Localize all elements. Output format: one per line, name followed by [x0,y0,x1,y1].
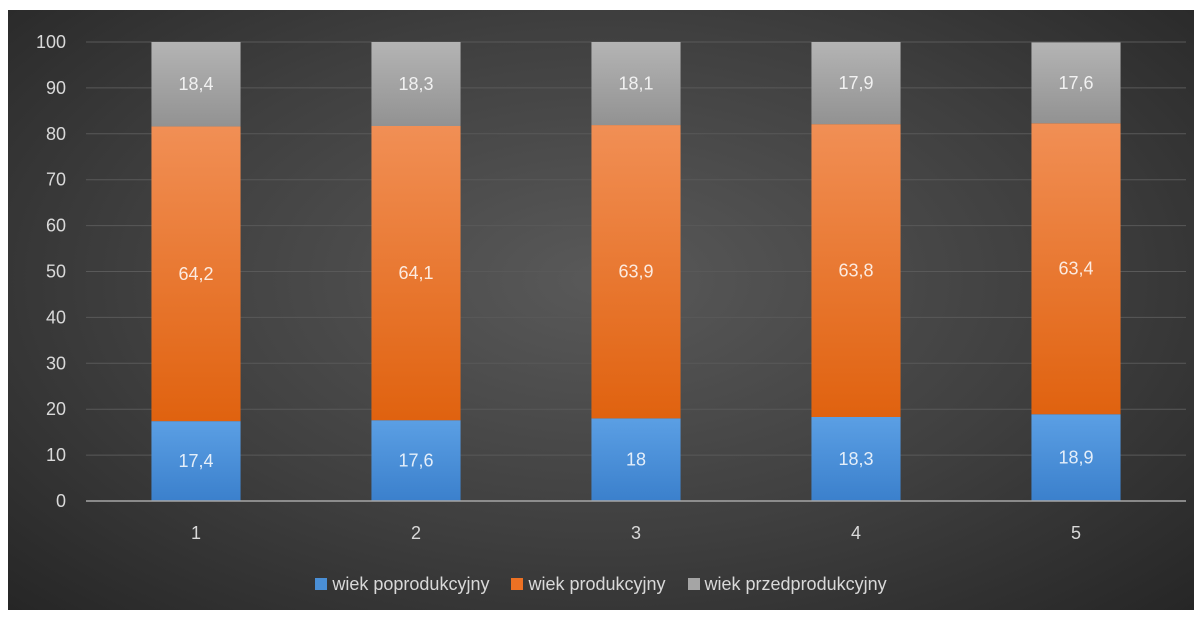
legend: wiek poprodukcyjny wiek produkcyjny wiek p… [8,572,1194,596]
legend-item: wiek poprodukcyjny [315,574,489,595]
y-tick-label: 0 [56,491,66,511]
bar-segment [1031,42,1121,124]
data-label: 64,2 [178,264,213,284]
data-label: 18,4 [178,74,213,94]
y-tick-label: 20 [46,399,66,419]
chart-area: 0 10 20 30 40 50 60 70 80 90 100 1 2 3 4 5 17,4 64,2 18,4… [8,10,1194,610]
data-label: 64,1 [398,263,433,283]
bar-segment [1031,414,1121,501]
y-tick-label: 50 [46,262,66,282]
legend-swatch [511,578,524,590]
data-label: 17,6 [1058,73,1093,93]
data-label: 18,3 [398,74,433,94]
bar-segment [811,417,901,501]
data-label: 63,4 [1058,259,1093,279]
data-label: 18,9 [1058,448,1093,468]
bar-segment [591,418,681,501]
bar-segment [371,42,461,126]
x-tick-label: 5 [1071,523,1081,543]
x-tick-label: 2 [411,523,421,543]
y-tick-label: 100 [36,32,66,52]
y-tick-label: 70 [46,170,66,190]
data-label: 17,9 [838,73,873,93]
legend-label: wiek poprodukcyjny [332,573,490,594]
bar-segment [151,42,241,127]
data-label: 18,1 [618,74,653,94]
y-tick-label: 90 [46,78,66,98]
y-tick-label: 10 [46,445,66,465]
bar-segment [1031,123,1121,415]
data-label: 18 [626,450,646,470]
data-label: 17,4 [178,451,213,471]
bar-segment [151,126,241,422]
y-tick-label: 30 [46,353,66,373]
data-label: 63,9 [618,262,653,282]
y-tick-label: 80 [46,124,66,144]
y-tick-label: 40 [46,307,66,327]
bar-segment [371,420,461,501]
x-tick-label: 3 [631,523,641,543]
bar-segment [591,42,681,126]
data-label: 18,3 [838,449,873,469]
x-tick-label: 1 [191,523,201,543]
legend-label: wiek produkcyjny [528,573,666,594]
legend-label: wiek przedprodukcyjny [704,573,887,594]
bar-segment [371,125,461,421]
bar-segment [811,42,901,125]
legend-item: wiek przedprodukcyjny [687,573,887,595]
stacked-bar-chart: 0 10 20 30 40 50 60 70 80 90 100 1 2 3 4 5 17,4 64,2 18,4… [36,32,1186,543]
legend-swatch [687,578,700,590]
data-label: 17,6 [398,451,433,471]
legend-swatch [315,578,328,590]
bar-segment [811,124,901,418]
data-label: 63,8 [838,261,873,281]
y-tick-label: 60 [46,216,66,236]
bar-segment [151,421,241,501]
legend-item: wiek produkcyjny [511,573,666,595]
x-tick-label: 4 [851,523,861,543]
bar-segment [591,125,681,419]
